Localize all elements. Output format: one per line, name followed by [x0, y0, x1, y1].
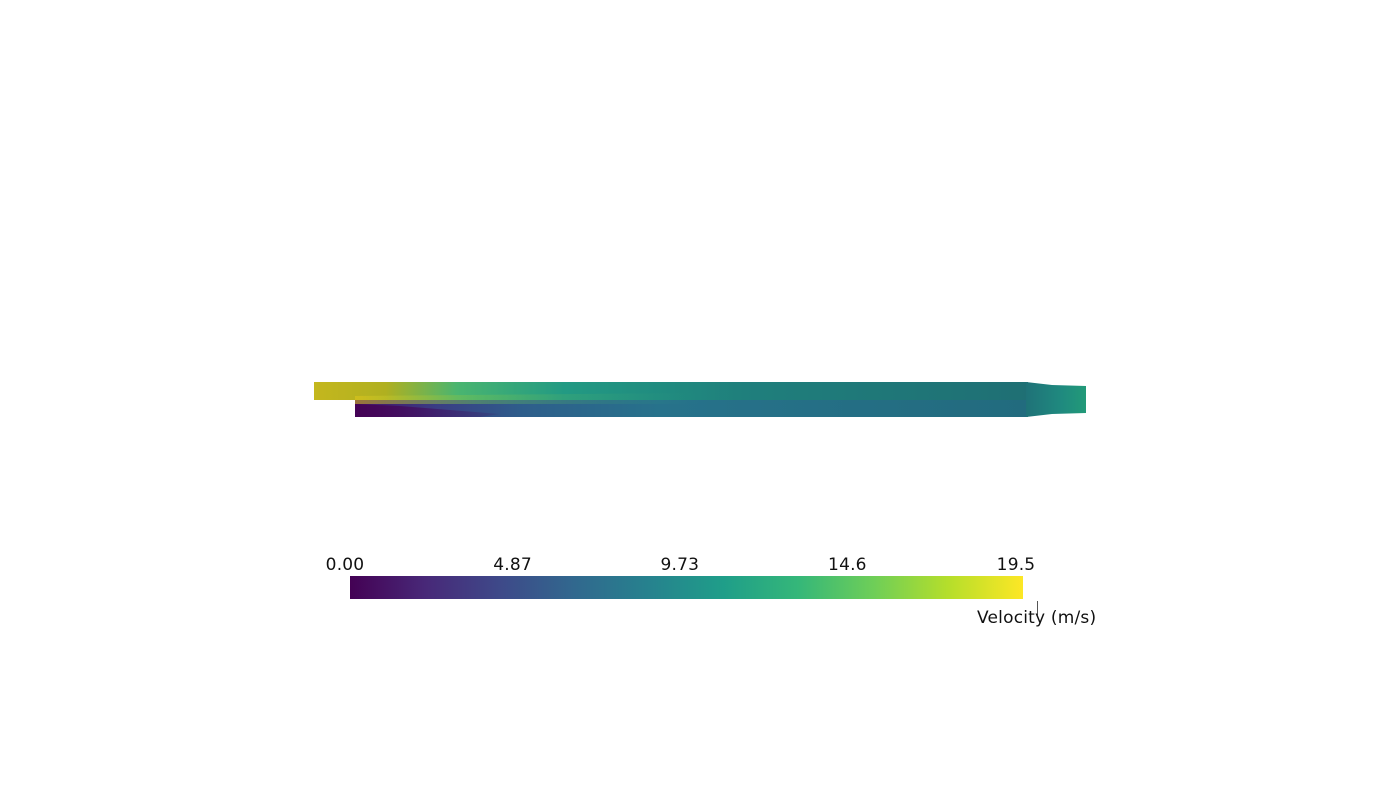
- lower-inlet-stream: [355, 400, 1028, 417]
- colorbar-title: Velocity (m/s): [977, 608, 1097, 628]
- colorbar-tick-label: 9.73: [660, 555, 700, 575]
- colorbar-tick-label: 19.5: [996, 555, 1036, 575]
- outlet-nozzle: [1026, 382, 1086, 417]
- recirculation-streak: [355, 404, 500, 417]
- colorbar-gradient: [350, 576, 1023, 599]
- colorbar: [350, 576, 1023, 599]
- colorbar-title-marker: [1037, 601, 1038, 615]
- mixing-layer: [355, 392, 1028, 404]
- colorbar-tick-label: 4.87: [493, 555, 532, 575]
- colorbar-tick-label: 14.6: [828, 555, 867, 575]
- colorbar-tick-label: 0.00: [325, 555, 365, 575]
